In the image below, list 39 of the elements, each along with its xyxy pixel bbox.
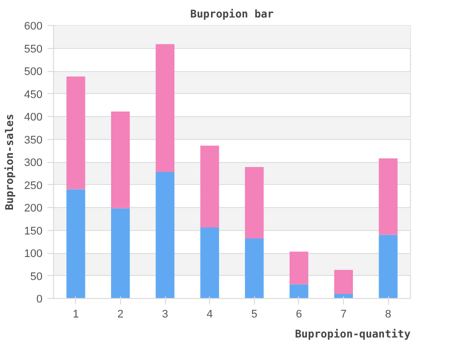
y-tick-label: 50 [30, 270, 43, 283]
bar [290, 284, 308, 298]
y-tick-label: 550 [24, 43, 43, 56]
y-tick-label: 250 [24, 180, 43, 192]
x-tick-label: 3 [162, 308, 168, 320]
bar [156, 44, 174, 172]
chart-title: Bupropion bar [190, 8, 274, 20]
bar [66, 189, 86, 298]
y-tick-label: 150 [24, 225, 43, 238]
x-tick-label: 1 [72, 308, 79, 320]
bar [66, 76, 86, 190]
x-tick-label: 5 [251, 308, 258, 320]
bar [290, 252, 308, 284]
y-tick-label: 100 [24, 248, 43, 260]
x-tick-label: 4 [206, 308, 213, 320]
bar [378, 158, 398, 235]
y-tick-label: 400 [24, 112, 43, 124]
x-axis-title: Bupropion-quantity [295, 328, 412, 340]
y-tick-label: 450 [24, 88, 43, 101]
y-tick-label: 0 [36, 294, 43, 306]
x-tick-label: 8 [385, 308, 392, 320]
y-tick-label: 600 [24, 20, 43, 32]
y-tick-label: 300 [24, 157, 43, 169]
y-tick-label: 200 [24, 202, 43, 214]
bar [200, 228, 220, 298]
x-tick-label: 6 [296, 308, 302, 320]
y-tick-label: 350 [24, 134, 43, 146]
y-tick-label: 500 [24, 66, 43, 78]
bar [244, 238, 264, 298]
bar [334, 270, 353, 294]
x-tick-label: 2 [117, 308, 124, 320]
bar [111, 208, 130, 298]
bar [200, 146, 220, 228]
bar [111, 111, 130, 208]
bar [156, 172, 174, 298]
y-axis-title: Bupropion-sales [3, 114, 16, 210]
bar [378, 234, 398, 298]
bar [244, 167, 264, 238]
x-tick-label: 7 [340, 308, 347, 320]
